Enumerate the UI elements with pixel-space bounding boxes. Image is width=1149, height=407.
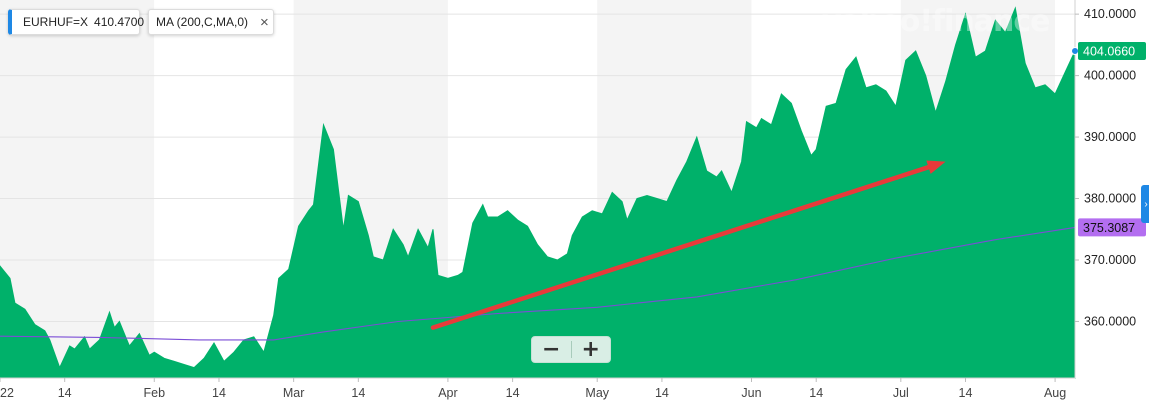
- ma-legend-chip[interactable]: MA (200,C,MA,0) ×: [148, 9, 274, 35]
- symbol-label: EURHUF=X: [23, 15, 89, 29]
- y-tick-label: 390.0000: [1084, 130, 1136, 144]
- zoom-controls: − +: [531, 336, 611, 363]
- last-price-dot: [1071, 47, 1079, 56]
- zoom-in-button[interactable]: +: [581, 337, 600, 362]
- last-price-label: 404.0660: [1083, 45, 1135, 59]
- x-tick-label: 14: [809, 386, 823, 400]
- ma-value-badge: [1078, 218, 1146, 237]
- annotation-layer: [430, 160, 946, 330]
- arrow-shaft: [430, 164, 931, 330]
- arrow-head: [926, 160, 946, 174]
- price-area: [0, 6, 1076, 379]
- x-tick-label: May: [585, 386, 609, 400]
- price-badges: 404.0660 375.3087: [1071, 42, 1146, 237]
- last-price-badge: [1078, 42, 1146, 61]
- x-tick-label: 22: [0, 386, 14, 400]
- area-layer: [0, 6, 1076, 379]
- zoom-divider: [570, 341, 572, 358]
- x-tick-label: 14: [655, 386, 669, 400]
- ma-label: MA (200,C,MA,0): [156, 15, 249, 29]
- x-tick-label: 14: [351, 386, 365, 400]
- y-tick-label: 400.0000: [1084, 69, 1136, 83]
- x-tick-label: Jun: [741, 386, 761, 400]
- ma-line: [0, 226, 1076, 341]
- x-tick-label: 14: [58, 386, 72, 400]
- symbol-legend-chip[interactable]: EURHUF=X 410.4700: [8, 9, 144, 35]
- x-tick-label: Feb: [144, 386, 166, 400]
- side-panel-toggle[interactable]: ›: [1141, 185, 1149, 223]
- x-tick-label: Mar: [283, 386, 305, 400]
- y-tick-label: 370.0000: [1084, 253, 1136, 267]
- watermark-logo: yahoo!finance: [822, 4, 1050, 39]
- x-tick-label: Apr: [438, 386, 457, 400]
- zoom-out-button[interactable]: −: [542, 337, 561, 362]
- close-icon[interactable]: ×: [260, 13, 269, 31]
- y-tick-label: 380.0000: [1084, 192, 1136, 206]
- x-tick-label: 14: [959, 386, 973, 400]
- date-band: [154, 0, 294, 378]
- ma-value-label: 375.3087: [1083, 221, 1135, 235]
- y-tick-label: 360.0000: [1084, 314, 1136, 328]
- x-tick-label: Aug: [1044, 386, 1066, 400]
- y-axis: 410.0000 400.0000 390.0000 380.0000 370.0000…: [1074, 0, 1136, 378]
- y-tick-label: 410.0000: [1084, 7, 1136, 21]
- x-axis: 22 14 Feb 14 Mar 14 Apr 14 May 14 Jun 14 Jul 14 Aug: [0, 377, 1075, 400]
- x-tick-label: 14: [212, 386, 226, 400]
- x-tick-label: Jul: [893, 386, 909, 400]
- x-tick-label: 14: [506, 386, 520, 400]
- symbol-value: 410.4700: [94, 15, 145, 29]
- ma-layer: [0, 226, 1076, 341]
